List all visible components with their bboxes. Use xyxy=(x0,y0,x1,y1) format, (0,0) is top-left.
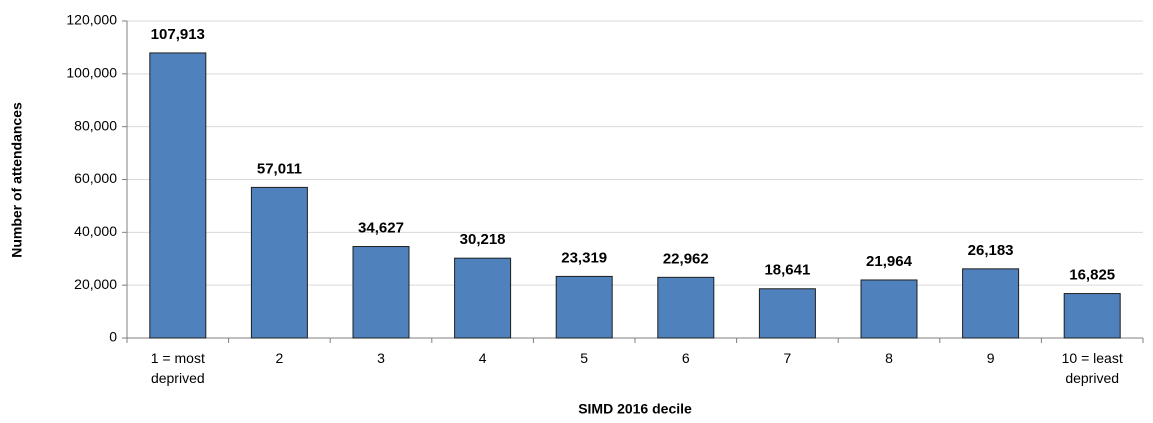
y-tick-label: 120,000 xyxy=(66,12,117,28)
value-label: 34,627 xyxy=(358,219,404,236)
value-label: 22,962 xyxy=(663,250,709,267)
x-tick-label: 10 = least deprived xyxy=(1061,350,1123,386)
x-tick-label: 1 = most deprived xyxy=(150,350,205,386)
y-tick-label: 40,000 xyxy=(74,223,117,239)
bar xyxy=(149,52,207,339)
value-label: 57,011 xyxy=(257,160,302,177)
bar xyxy=(657,276,715,339)
bar xyxy=(758,288,816,339)
bar xyxy=(555,275,613,339)
bar xyxy=(962,268,1020,339)
x-tick-label: 7 xyxy=(783,350,792,366)
y-tick-label: 100,000 xyxy=(66,65,117,81)
x-tick-label: 4 xyxy=(478,350,487,366)
x-tick-label: 5 xyxy=(580,350,589,366)
y-axis-title: Number of attendances xyxy=(9,102,25,258)
x-axis-title: SIMD 2016 decile xyxy=(578,401,692,417)
bar xyxy=(250,186,308,339)
value-label: 23,319 xyxy=(561,249,607,266)
x-tick-label: 2 xyxy=(275,350,284,366)
x-tick-label: 3 xyxy=(377,350,385,366)
value-label: 21,964 xyxy=(866,253,913,270)
value-label: 16,825 xyxy=(1069,267,1115,284)
y-tick-label: 20,000 xyxy=(74,276,117,292)
y-tick-label: 60,000 xyxy=(74,170,117,186)
x-tick-label: 6 xyxy=(681,350,690,366)
value-label: 30,218 xyxy=(460,231,506,248)
value-label: 26,183 xyxy=(968,242,1014,259)
bar xyxy=(352,246,410,339)
bar xyxy=(454,257,512,339)
y-tick-label: 0 xyxy=(109,329,117,345)
bar xyxy=(860,279,918,339)
bar xyxy=(1063,293,1121,339)
value-label: 18,641 xyxy=(764,262,810,279)
y-tick-label: 80,000 xyxy=(74,117,117,133)
value-label: 107,913 xyxy=(151,26,205,43)
x-tick-label: 8 xyxy=(885,350,893,366)
x-tick-label: 9 xyxy=(986,350,995,366)
